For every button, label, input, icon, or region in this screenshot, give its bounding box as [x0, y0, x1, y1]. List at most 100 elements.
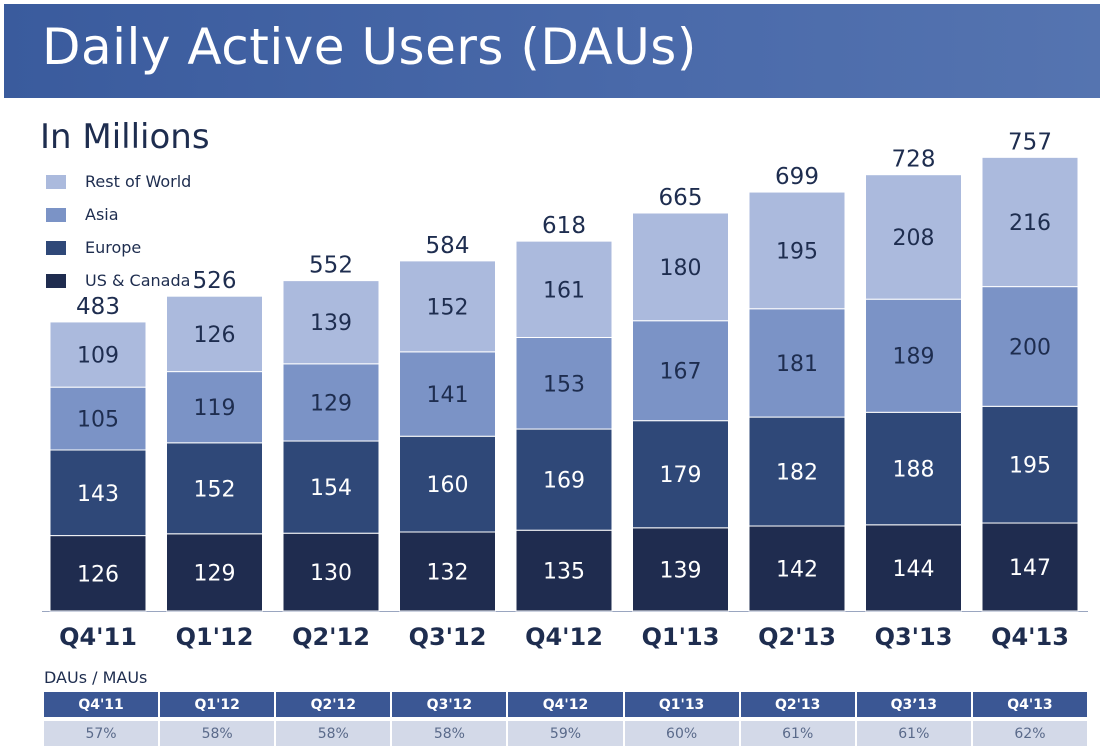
title-banner: Daily Active Users (DAUs) — [4, 4, 1100, 98]
bar-segment — [282, 280, 380, 365]
ratio-value-cell: 62% — [972, 721, 1089, 746]
bar-segment — [748, 416, 846, 527]
legend-swatch — [46, 208, 66, 222]
bar-total-label: 699 — [775, 164, 819, 190]
segment-value-label: 182 — [776, 461, 818, 486]
bar-total-label: 757 — [1008, 129, 1052, 155]
bar-segment — [981, 286, 1079, 407]
bar-segment — [632, 420, 729, 529]
legend-swatch — [46, 175, 66, 189]
ratio-value-cell: 58% — [160, 721, 277, 746]
bar-segment — [166, 295, 263, 373]
segment-value-label: 180 — [660, 256, 702, 281]
ratio-value-cell: 61% — [856, 721, 973, 746]
bar-segment — [399, 260, 496, 353]
bar-segment — [49, 535, 147, 612]
segment-value-label: 154 — [310, 476, 352, 501]
segment-value-label: 135 — [543, 560, 585, 585]
segment-value-label: 208 — [893, 226, 935, 251]
x-tick-label: Q1'12 — [176, 623, 254, 651]
segment-value-label: 152 — [194, 477, 236, 502]
legend-swatch — [46, 241, 66, 255]
bar-segment — [981, 156, 1079, 288]
bar-segment — [515, 529, 613, 612]
ratio-quarter-cell: Q1'13 — [624, 692, 741, 717]
bar-segment — [865, 298, 962, 413]
legend-label: Europe — [85, 238, 142, 257]
bar-total-label: 584 — [426, 233, 470, 259]
segment-value-label: 153 — [543, 372, 585, 397]
segment-value-label: 144 — [893, 557, 935, 582]
bar-segment — [515, 336, 613, 430]
segment-value-label: 189 — [893, 345, 935, 370]
ratio-value-row: 57% 58% 58% 58% 59% 60% 61% 61% 62% — [44, 721, 1089, 746]
ratio-value-cell: 59% — [508, 721, 625, 746]
ratio-quarter-cell: Q3’13 — [856, 692, 973, 717]
bar-segment — [865, 174, 962, 300]
ratio-quarter-cell: Q2'12 — [276, 692, 393, 717]
ratio-value-cell: 57% — [44, 721, 161, 746]
bar-segment — [282, 440, 380, 534]
segment-value-label: 129 — [310, 391, 352, 416]
segment-value-label: 161 — [543, 278, 585, 303]
bar-segment — [632, 320, 729, 422]
segment-value-label: 119 — [194, 396, 236, 421]
ratio-value-cell: 60% — [624, 721, 741, 746]
segment-value-label: 126 — [194, 323, 236, 348]
bar-total-label: 552 — [309, 253, 353, 279]
segment-value-label: 141 — [427, 383, 469, 408]
segment-value-label: 160 — [427, 473, 469, 498]
bar-segment — [515, 240, 613, 338]
segment-value-label: 132 — [427, 560, 469, 585]
ratio-quarter-cell: Q1'12 — [160, 692, 277, 717]
bar-segment — [981, 405, 1079, 524]
ratio-quarter-cell: Q4'13 — [972, 692, 1089, 717]
segment-value-label: 105 — [77, 408, 119, 433]
legend-label: US & Canada — [85, 271, 191, 290]
legend-swatch — [46, 274, 66, 288]
bar-total-label: 728 — [892, 147, 936, 173]
segment-value-label: 142 — [776, 558, 818, 583]
segment-value-label: 143 — [77, 482, 119, 507]
segment-value-label: 139 — [310, 311, 352, 336]
bar-total-label: 483 — [76, 294, 120, 320]
ratio-header-row: Q4'11 Q1'12 Q2'12 Q3'12 Q4'12 Q1'13 Q2'13 Q3’13… — [44, 692, 1089, 717]
x-tick-label: Q3'13 — [875, 623, 953, 651]
x-tick-label: Q4'13 — [991, 623, 1069, 651]
x-tick-label: Q4'12 — [525, 623, 603, 651]
ratio-quarter-cell: Q4'12 — [508, 692, 625, 717]
bar-segment — [166, 533, 263, 612]
x-tick-label: Q2'13 — [758, 623, 836, 651]
x-tick-label: Q3'12 — [409, 623, 487, 651]
x-tick-label: Q4'11 — [59, 623, 137, 651]
x-tick-label: Q1'13 — [642, 623, 720, 651]
segment-value-label: 188 — [893, 458, 935, 483]
dau-mau-ratio-table: Q4'11 Q1'12 Q2'12 Q3'12 Q4'12 Q1'13 Q2'13 Q3’13… — [44, 692, 1089, 746]
bar-segment — [981, 522, 1079, 612]
bar-segment — [515, 428, 613, 531]
ratio-value-cell: 61% — [740, 721, 857, 746]
bar-segment — [748, 308, 846, 418]
bar-total-label: 526 — [193, 268, 237, 294]
segment-value-label: 195 — [776, 239, 818, 264]
ratio-quarter-cell: Q4'11 — [44, 692, 161, 717]
bar-segment — [399, 351, 496, 437]
legend-label: Rest of World — [85, 172, 192, 191]
segment-value-label: 126 — [77, 562, 119, 587]
segment-value-label: 181 — [776, 352, 818, 377]
ratio-quarter-cell: Q3'12 — [392, 692, 509, 717]
segment-value-label: 109 — [77, 344, 119, 369]
ratio-value-cell: 58% — [392, 721, 509, 746]
ratio-quarter-cell: Q2'13 — [740, 692, 857, 717]
bar-total-label: 665 — [659, 185, 703, 211]
stacked-bar-chart: 126 143 105 109 483 Q4'11 129 152 119 126 526 Q1'12… — [42, 129, 1088, 651]
segment-value-label: 139 — [660, 558, 702, 583]
legend-label: Asia — [85, 205, 119, 224]
segment-value-label: 129 — [194, 561, 236, 586]
bar-segment — [632, 527, 729, 612]
page-title: Daily Active Users (DAUs) — [42, 18, 697, 76]
bar-segment — [748, 525, 846, 612]
segment-value-label: 200 — [1009, 335, 1051, 360]
ratio-value-cell: 58% — [276, 721, 393, 746]
segment-value-label: 130 — [310, 561, 352, 586]
